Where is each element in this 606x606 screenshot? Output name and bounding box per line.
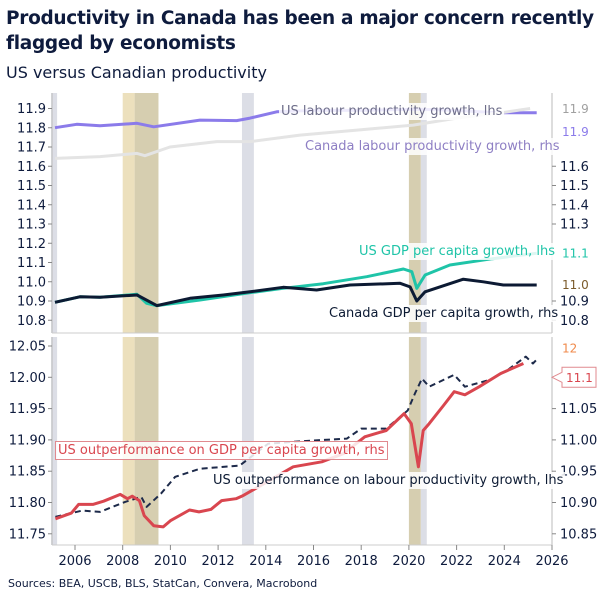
legend-canada-gdp: Canada GDP per capita growth, rhs [327,305,561,322]
source-note: Sources: BEA, USCB, BLS, StatCan, Conver… [8,577,318,590]
x-tick-label: 2022 [440,554,473,569]
y-tick-label-lhs: 11.95 [9,402,46,417]
recession-shading [408,93,421,333]
y-tick-label-lhs: 11.90 [9,433,46,448]
x-tick-label: 2018 [345,554,378,569]
recession-shading [420,93,427,333]
y-tick-label-lhs: 12.00 [9,371,46,386]
x-tick-label: 2026 [535,554,568,569]
y-tick-label-rhs: 10.85 [560,527,597,542]
y-tick-label-rhs: 10.95 [560,465,597,480]
y-tick-label-lhs: 11.2 [17,237,46,252]
y-tick-label-lhs: 11.75 [9,527,46,542]
x-tick-label: 2010 [154,554,187,569]
y-tick-label-lhs: 11.3 [17,218,46,233]
y-tick-label-lhs: 10.9 [17,295,46,310]
series-line-us-outperf-gdp [54,362,525,529]
y-tick-label-lhs: 12.05 [9,340,46,355]
x-tick-label: 2012 [202,554,235,569]
y-tick-label-rhs: 10.90 [560,496,597,511]
y-tick-label-lhs: 11.4 [17,198,46,213]
y-tick-label-rhs: 11.5 [560,179,589,194]
x-tick-label: 2020 [392,554,425,569]
y-tick-label-rhs: 10.9 [560,295,589,310]
y-tick-label-lhs: 11.1 [17,256,46,271]
y-tick-label-lhs: 11.0 [17,275,46,290]
y-tick-label-rhs: 10.8 [560,314,589,329]
y-tick-label-rhs: 11.3 [560,218,589,233]
y-tick-label-lhs: 11.7 [17,141,46,156]
legend-us-outperf-labour: US outperformance on labour productivity… [211,472,566,489]
value-label-rhs: 11.1 [566,371,593,385]
recession-shading [241,93,254,333]
chart-title: Productivity in Canada has been a major … [6,8,594,54]
value-label-box [550,366,597,388]
y-tick-label-lhs: 11.5 [17,179,46,194]
chart-subtitle: US versus Canadian productivity [6,63,267,82]
legend-us-labour: US labour productivity growth, lhs [279,103,505,120]
y-tick-label-lhs: 11.80 [9,496,46,511]
value-label-rhs: 11.1 [562,246,589,260]
value-label-rhs: 12 [562,341,577,355]
series-line-canada-gdp [54,277,537,308]
y-tick-label-lhs: 10.8 [17,314,46,329]
recession-shading [122,93,135,333]
x-tick-label: 2014 [249,554,282,569]
recession-shading [51,337,58,545]
recession-shading [51,93,58,333]
legend-canada-labour: Canada labour productivity growth, rhs [303,138,562,155]
value-label-rhs: 11.9 [562,102,589,116]
y-tick-label-lhs: 11.85 [9,465,46,480]
x-tick-label: 2008 [106,554,139,569]
x-tick-label: 2016 [297,554,330,569]
x-tick-label: 2024 [488,554,521,569]
y-tick-label-lhs: 11.6 [17,160,46,175]
x-tick-label: 2006 [58,554,91,569]
y-tick-label-rhs: 11.05 [560,402,597,417]
legend-us-gdp: US GDP per capita growth, lhs [357,243,557,260]
y-tick-label-rhs: 11.4 [560,198,589,213]
y-tick-label-rhs: 11.00 [560,433,597,448]
legend-us-outperf-gdp: US outperformance on GDP per capita grow… [55,441,388,460]
y-tick-label-rhs: 11.6 [560,160,589,175]
value-label-rhs: 11.0 [562,278,589,292]
y-tick-label-lhs: 11.8 [17,121,46,136]
value-label-rhs: 11.9 [562,125,589,139]
recession-shading [420,337,427,545]
y-tick-label-lhs: 11.9 [17,102,46,117]
